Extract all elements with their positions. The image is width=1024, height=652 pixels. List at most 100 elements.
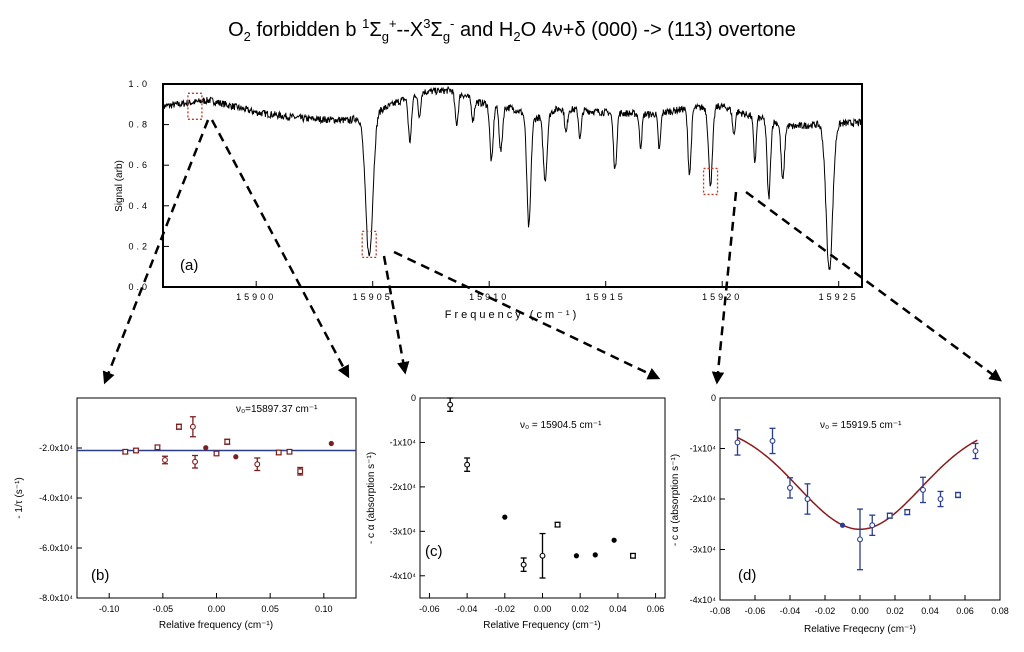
- panel-c-ytick-label: -4x10⁴: [390, 571, 417, 581]
- panel-d-ytick-label: -1x10⁴: [690, 444, 717, 454]
- data-point: [447, 397, 454, 412]
- marker-open: [787, 484, 793, 491]
- zoom-box-d: [702, 167, 719, 196]
- data-point: [122, 448, 129, 455]
- marker-open: [972, 448, 979, 454]
- marker-filled: [233, 454, 239, 460]
- panel-a-xtick-label: 15925: [819, 292, 859, 302]
- panel-a-spectrum: 15900 15905 15910 15915 15920 15925 0.0 0.2 0.4 0…: [114, 79, 863, 321]
- data-point: [769, 427, 776, 455]
- panel-b-plot: -0.10 -0.05 0.00 0.05 0.10 -8.0x10⁴ -6.0x10⁴ -4…: [14, 397, 357, 631]
- panel-c-xtick-label: 0.04: [609, 604, 627, 614]
- panel-d-xtick-label: 0.00: [851, 606, 869, 616]
- marker-square: [154, 444, 161, 451]
- panel-a-ytick-label: 0.4: [128, 201, 150, 211]
- marker-square: [176, 423, 182, 430]
- data-point: [297, 466, 304, 476]
- data-point: [175, 423, 182, 430]
- panel-a-ylabel: Signal (arb): [114, 160, 125, 212]
- marker-open: [539, 552, 546, 559]
- marker-square: [133, 447, 139, 454]
- zoom-arrow-b-left: [102, 119, 210, 385]
- panel-b-xtick-label: 0.00: [208, 604, 226, 614]
- panel-d-ylabel: - c α (absorption s⁻¹): [670, 454, 681, 546]
- panel-d-annotation: ν₀ = 15919.5 cm⁻¹: [820, 420, 902, 431]
- data-point: [886, 512, 893, 519]
- zoom-arrow-c-left: [382, 255, 410, 375]
- zoom-arrow-d-left: [711, 191, 738, 385]
- data-point: [203, 445, 209, 451]
- panel-b-ylabel: - 1/τ (s⁻¹): [14, 477, 25, 518]
- spectrum-trace: [163, 85, 862, 270]
- marker-square: [275, 449, 282, 456]
- panel-d-xtick-label: -0.02: [815, 606, 836, 616]
- data-point: [224, 438, 231, 445]
- zoom-box-b: [187, 92, 203, 120]
- panel-b-annotation: ν₀=15897.37 cm⁻¹: [236, 404, 318, 415]
- panel-d-xtick-label: -0.08: [710, 606, 731, 616]
- marker-open: [920, 486, 926, 493]
- marker-open: [804, 496, 811, 502]
- panel-c-ylabel: - c α (absorption s⁻¹): [366, 452, 377, 544]
- panel-a-ytick-label: 0.2: [128, 241, 150, 251]
- panel-d-xtick-label: 0.08: [991, 606, 1009, 616]
- marker-open: [189, 423, 196, 430]
- data-point: [133, 447, 140, 454]
- panel-c-ytick-label: -2x10⁴: [390, 482, 417, 492]
- panel-b-xtick-label: 0.10: [315, 604, 333, 614]
- panel-d-fit-curve: [737, 436, 978, 531]
- panel-c-plot: -0.06 -0.04 -0.02 0.00 0.02 0.04 0.06 -4x10⁴ -3x…: [366, 393, 666, 631]
- zoom-box-c: [361, 230, 377, 259]
- panel-a-ytick-label: 1.0: [128, 79, 150, 89]
- marker-square: [886, 512, 893, 519]
- data-point: [161, 455, 168, 465]
- panel-a-ytick-label: 0.6: [128, 160, 150, 170]
- panel-d-xtick-label: 0.04: [921, 606, 939, 616]
- zoom-arrow-d-right: [745, 190, 1003, 382]
- marker-open: [937, 496, 944, 502]
- data-point: [189, 416, 196, 438]
- panel-b-xlabel: Relative frequency (cm⁻¹): [159, 620, 273, 631]
- marker-filled: [839, 522, 846, 528]
- marker-filled: [611, 537, 617, 543]
- data-point: [464, 457, 471, 472]
- panel-d-label: (d): [738, 567, 756, 584]
- zoom-arrows: [102, 119, 1003, 385]
- marker-square: [297, 468, 304, 475]
- data-point: [213, 450, 220, 457]
- marker-open: [734, 439, 741, 446]
- data-point: [611, 537, 617, 543]
- panel-d-ytick-label: 0: [711, 393, 716, 403]
- data-point: [972, 442, 979, 460]
- panel-d-ytick-label: -2x10⁴: [690, 494, 717, 504]
- marker-square: [286, 448, 293, 455]
- panel-c-xtick-label: -0.02: [495, 604, 516, 614]
- data-point: [328, 440, 334, 447]
- panel-c-xtick-label: 0.02: [571, 604, 589, 614]
- marker-square: [213, 450, 220, 457]
- zoom-arrow-b-right: [210, 119, 350, 379]
- panel-c-xtick-label: 0.00: [534, 604, 552, 614]
- marker-filled: [592, 552, 598, 558]
- panel-d-xtick-label: 0.02: [886, 606, 904, 616]
- panel-c-label: (c): [425, 543, 443, 560]
- marker-open: [769, 437, 776, 444]
- marker-filled: [502, 514, 508, 520]
- panel-a-xtick-label: 15900: [236, 292, 276, 302]
- panel-b-ytick-label: -2.0x10⁴: [39, 443, 73, 453]
- panel-d-ytick-label: -3x10⁴: [690, 545, 717, 555]
- marker-open: [857, 536, 863, 543]
- panel-d-ytick-label: -4x10⁴: [690, 595, 717, 605]
- data-point: [502, 514, 508, 520]
- panel-b-ytick-label: -4.0x10⁴: [39, 493, 73, 503]
- panel-b-xtick-label: 0.05: [261, 604, 279, 614]
- panel-c-xtick-label: -0.04: [457, 604, 478, 614]
- data-point: [286, 448, 293, 455]
- panel-c-ytick-label: -3x10⁴: [390, 526, 417, 536]
- data-point: [920, 476, 926, 504]
- panel-b-xtick-label: -0.05: [153, 604, 174, 614]
- panel-a-ytick-label: 0.8: [128, 120, 150, 130]
- marker-open: [520, 561, 527, 568]
- marker-open: [447, 401, 454, 408]
- data-point: [869, 514, 876, 537]
